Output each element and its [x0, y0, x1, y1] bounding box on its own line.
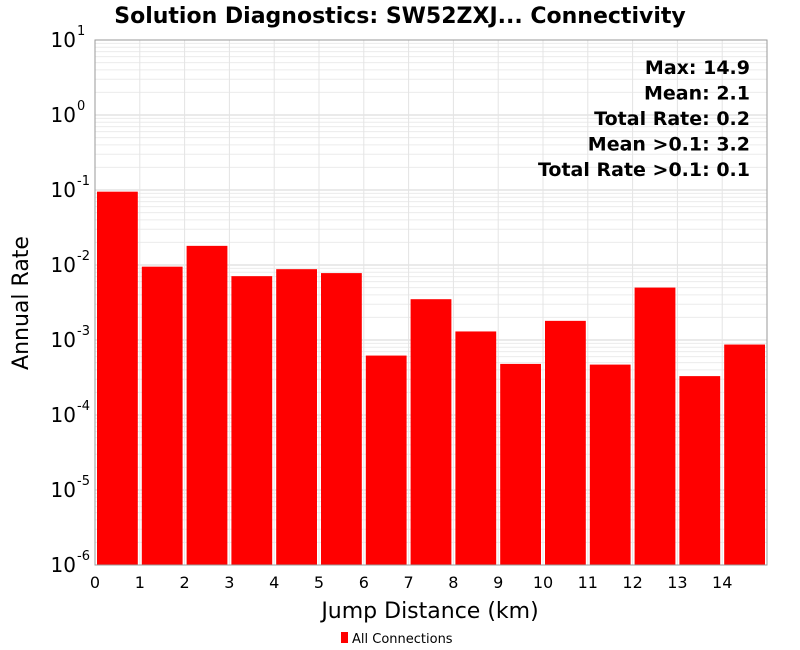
bar: [679, 376, 721, 565]
stats-annotation: Total Rate >0.1: 0.1: [538, 159, 750, 181]
y-tick: 10 1: [51, 24, 86, 52]
y-axis-label: Annual Rate: [9, 236, 34, 370]
x-tick-label: 2: [180, 573, 190, 592]
y-tick: 10 -6: [51, 549, 90, 577]
y-tick: 10 -4: [51, 399, 90, 427]
y-tick-exponent: -4: [77, 399, 90, 414]
bar: [186, 245, 228, 566]
bar: [231, 276, 273, 565]
x-tick-label: 12: [622, 573, 642, 592]
x-axis-ticks: 0 1 2 3 4 5 6 7 8 9 10 11 12 13 14: [90, 573, 732, 592]
y-tick-exponent: -3: [77, 324, 90, 339]
y-tick: 10 -2: [51, 249, 90, 277]
y-tick-base: 10: [51, 328, 76, 352]
x-tick-label: 4: [269, 573, 279, 592]
x-tick-label: 7: [404, 573, 414, 592]
y-tick-exponent: 0: [77, 99, 85, 114]
y-tick-exponent: -2: [77, 249, 90, 264]
y-tick-exponent: 1: [77, 24, 85, 39]
plot-frame: [94, 39, 768, 566]
chart-title: Solution Diagnostics: SW52ZXJ... Connect…: [114, 4, 685, 29]
bar: [634, 287, 676, 565]
y-tick-exponent: -6: [77, 549, 90, 564]
bar: [455, 331, 497, 565]
y-tick-base: 10: [51, 103, 76, 127]
x-axis-label: Jump Distance (km): [319, 599, 538, 624]
y-tick-base: 10: [51, 253, 76, 277]
y-tick: 10 0: [51, 99, 86, 127]
stats-annotation: Mean: 2.1: [644, 83, 750, 105]
x-tick-label: 11: [578, 573, 598, 592]
legend-swatch: [341, 632, 348, 643]
bar: [545, 320, 586, 565]
y-tick: 10 -3: [51, 324, 90, 352]
y-tick-base: 10: [51, 478, 76, 502]
x-tick-label: 9: [493, 573, 503, 592]
y-tick-base: 10: [51, 553, 76, 577]
y-tick-base: 10: [51, 28, 76, 52]
y-tick: 10 -1: [51, 174, 90, 202]
x-tick-label: 13: [667, 573, 687, 592]
bar: [589, 364, 631, 565]
bar: [141, 266, 183, 565]
x-tick-label: 6: [359, 573, 369, 592]
bar: [97, 191, 138, 566]
y-tick-base: 10: [51, 178, 76, 202]
x-tick-label: 8: [448, 573, 458, 592]
y-tick-base: 10: [51, 403, 76, 427]
x-tick-label: 1: [135, 573, 145, 592]
x-tick-label: 14: [712, 573, 732, 592]
y-tick: 10 -5: [51, 474, 90, 502]
stats-annotation: Mean >0.1: 3.2: [588, 134, 750, 156]
bar: [500, 363, 541, 565]
bar: [724, 344, 765, 565]
plot-border: [94, 39, 768, 566]
x-tick-label: 0: [90, 573, 100, 592]
stats-annotation: Max: 14.9: [645, 57, 750, 79]
stats-annotations: Max: 14.9 Mean: 2.1 Total Rate: 0.2 Mean >0…: [538, 57, 750, 181]
legend-label: All Connections: [352, 632, 453, 647]
bar: [321, 273, 362, 565]
x-tick-label: 3: [224, 573, 234, 592]
bar: [276, 269, 317, 565]
legend: All Connections: [341, 632, 453, 647]
bar-series: [97, 191, 765, 566]
bar: [365, 355, 407, 565]
bar: [410, 299, 452, 565]
stats-annotation: Total Rate: 0.2: [594, 108, 750, 130]
x-tick-label: 5: [314, 573, 324, 592]
x-tick-label: 10: [533, 573, 553, 592]
y-tick-exponent: -5: [77, 474, 90, 489]
y-tick-exponent: -1: [77, 174, 90, 189]
